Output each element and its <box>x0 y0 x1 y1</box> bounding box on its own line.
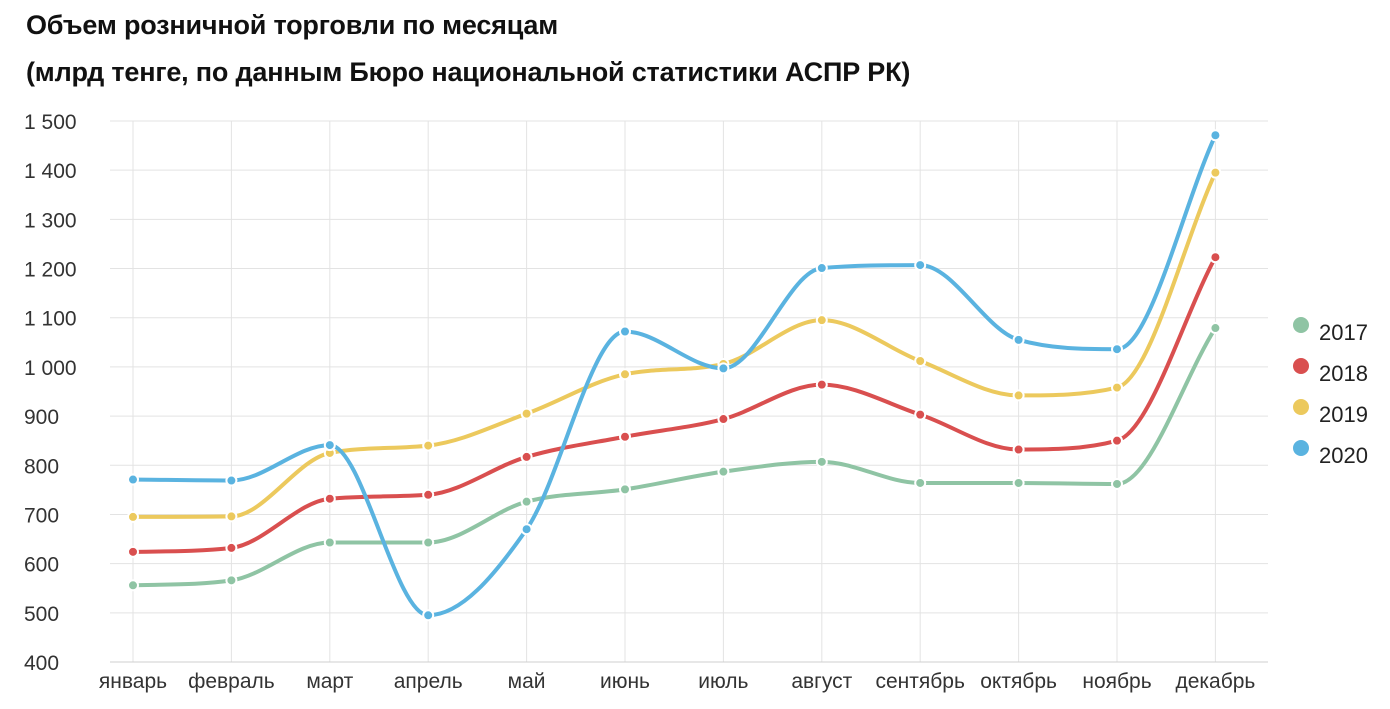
data-point <box>1012 389 1025 402</box>
x-tick-label: декабрь <box>1175 670 1255 693</box>
data-point <box>619 368 631 381</box>
legend-marker <box>1293 399 1309 415</box>
data-point <box>1209 129 1222 142</box>
data-point <box>717 465 730 478</box>
data-point <box>1111 434 1123 447</box>
legend-marker <box>1293 317 1309 333</box>
legend: 2017 2018 2019 2020 <box>1293 317 1368 468</box>
legend-label: 2019 <box>1319 402 1368 427</box>
x-tick-label: сентябрь <box>875 670 964 693</box>
data-point <box>717 362 730 375</box>
x-tick-label: октябрь <box>980 670 1057 693</box>
data-point <box>1111 477 1123 490</box>
data-point <box>422 536 435 549</box>
data-point <box>422 609 435 622</box>
data-point <box>717 413 730 426</box>
data-point <box>225 541 238 554</box>
series-line-2018 <box>131 255 1218 554</box>
series-2018 <box>127 251 1222 558</box>
data-point <box>1209 322 1222 335</box>
legend-marker <box>1293 440 1309 456</box>
y-tick-label: 900 <box>24 406 59 429</box>
x-tick-label: июль <box>698 670 748 693</box>
data-point <box>1111 343 1123 356</box>
data-point <box>1209 166 1222 179</box>
y-tick-label: 700 <box>24 504 59 527</box>
data-point <box>323 536 336 549</box>
data-point <box>815 378 828 391</box>
x-tick-label: февраль <box>188 670 275 693</box>
data-point <box>815 455 828 468</box>
data-point <box>520 450 533 463</box>
legend-marker <box>1293 358 1309 374</box>
data-point <box>815 314 828 327</box>
y-tick-label: 1 000 <box>24 357 77 380</box>
data-point <box>127 510 139 523</box>
legend-item-2019: 2019 <box>1293 399 1368 427</box>
x-tick-label: март <box>306 670 353 693</box>
legend-item-2018: 2018 <box>1293 358 1368 386</box>
data-point <box>225 574 238 587</box>
data-point <box>1012 443 1025 456</box>
x-tick-label: июнь <box>600 670 650 693</box>
series-lines <box>127 129 1222 622</box>
x-tick-label: апрель <box>394 670 463 693</box>
y-tick-label: 1 100 <box>24 308 77 331</box>
y-tick-label: 600 <box>24 554 59 577</box>
data-point <box>619 325 631 338</box>
data-point <box>127 473 139 486</box>
data-point <box>619 430 631 443</box>
series-2017 <box>127 322 1222 592</box>
series-line-2020 <box>131 133 1218 618</box>
data-point <box>914 259 927 272</box>
y-tick-label: 1 200 <box>24 259 77 282</box>
data-point <box>225 474 238 487</box>
data-point <box>225 510 238 523</box>
x-tick-label: май <box>508 670 546 693</box>
data-point <box>127 545 139 558</box>
data-point <box>619 483 631 496</box>
series-2020 <box>127 129 1222 622</box>
axes: 400 500 600 700 800 900 1 000 1 100 1 200 1 300 1 … <box>24 111 1268 693</box>
data-point <box>520 523 533 536</box>
data-point <box>1209 251 1222 264</box>
series-2019 <box>127 166 1222 523</box>
y-tick-label: 1 300 <box>24 209 77 232</box>
y-tick-label: 1 500 <box>24 111 77 134</box>
y-tick-label: 1 400 <box>24 160 77 183</box>
legend-item-2017: 2017 <box>1293 317 1368 345</box>
data-point <box>1012 476 1025 489</box>
x-tick-label: январь <box>99 670 167 693</box>
data-point <box>520 495 533 508</box>
data-point <box>127 579 139 592</box>
data-point <box>914 408 927 421</box>
x-tick-label: ноябрь <box>1082 670 1151 693</box>
chart-title-line1: Объем розничной торговли по месяцам <box>26 10 559 40</box>
data-point <box>520 407 533 420</box>
y-tick-label: 400 <box>24 652 59 675</box>
x-tick-label: август <box>791 670 852 693</box>
data-point <box>1012 333 1025 346</box>
grid <box>110 120 1268 662</box>
data-point <box>914 476 927 489</box>
legend-label: 2018 <box>1319 361 1368 386</box>
legend-label: 2017 <box>1319 320 1368 345</box>
y-tick-label: 500 <box>24 603 59 626</box>
chart-title-line2: (млрд тенге, по данным Бюро национальной… <box>26 57 911 87</box>
legend-item-2020: 2020 <box>1293 440 1368 468</box>
data-point <box>1111 381 1123 394</box>
legend-label: 2020 <box>1319 443 1368 468</box>
data-point <box>422 439 435 452</box>
y-tick-label: 800 <box>24 455 59 478</box>
data-point <box>914 355 927 368</box>
data-point <box>422 488 435 501</box>
data-point <box>815 262 828 275</box>
data-point <box>323 439 336 452</box>
data-point <box>323 492 336 505</box>
